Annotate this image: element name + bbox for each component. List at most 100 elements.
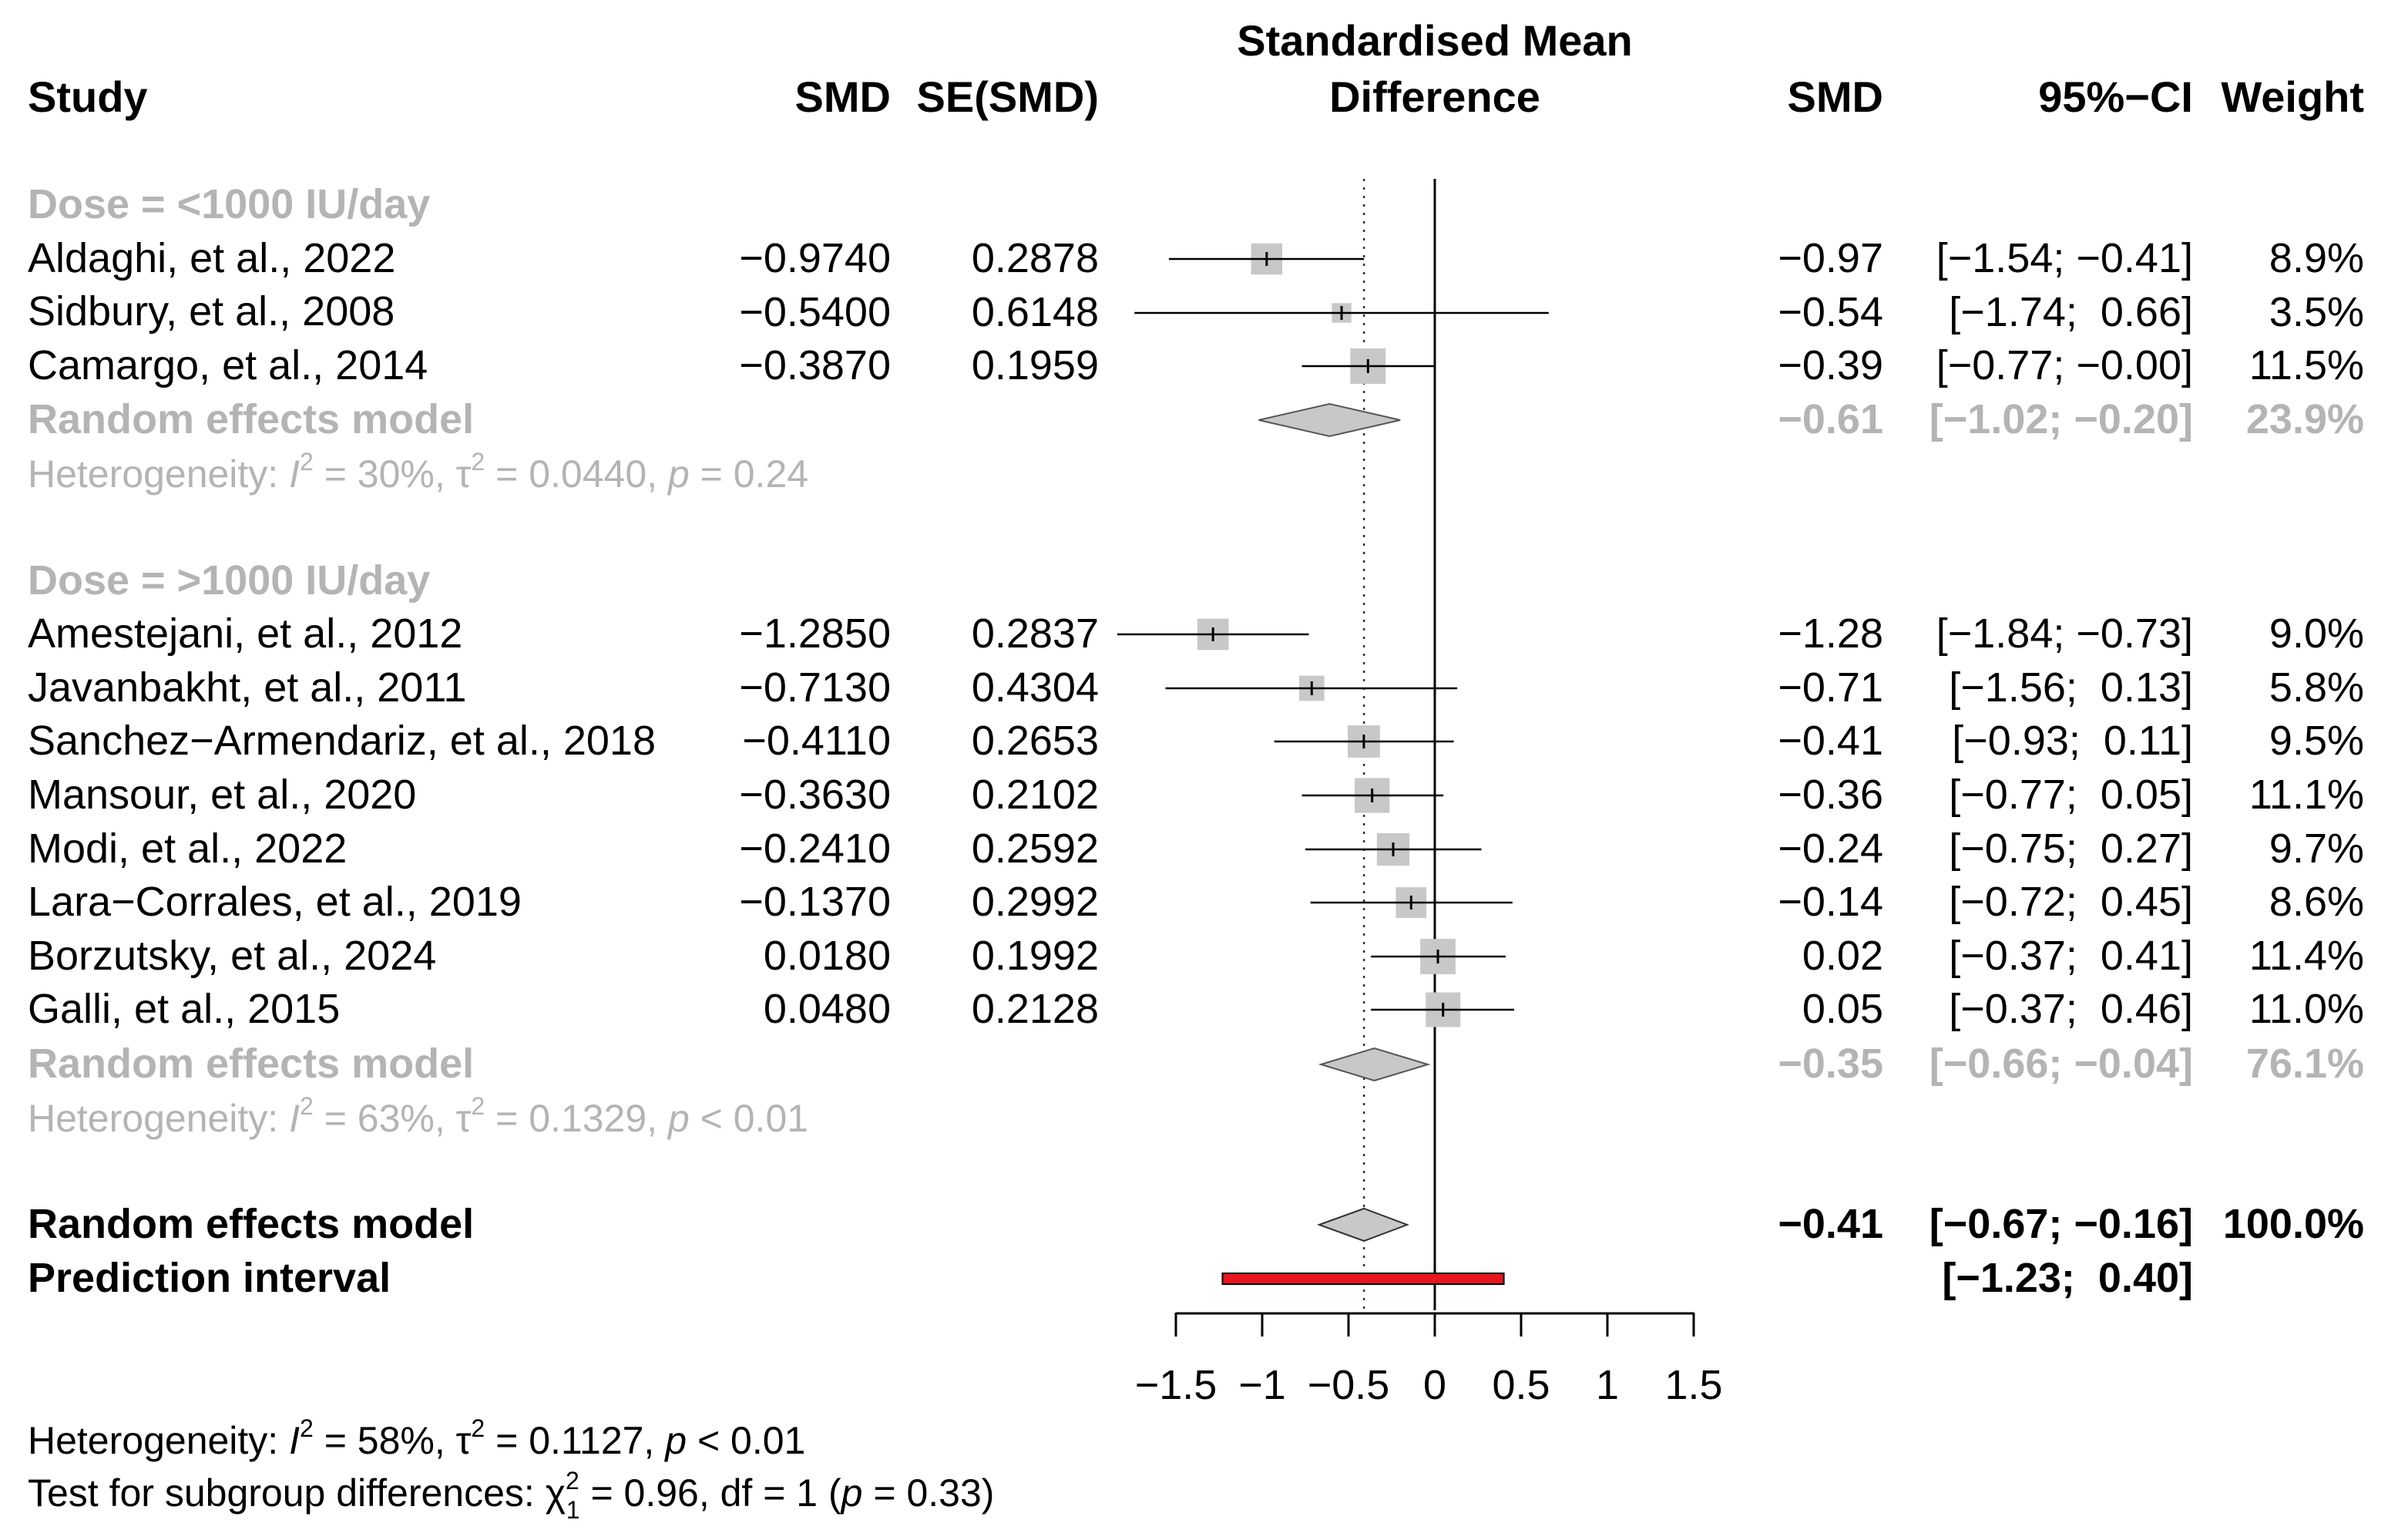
group-label-1: Dose = <1000 IU/day [28,181,430,227]
weight-value: 8.9% [2269,235,2364,281]
confidence-interval-text: [−1.74; 0.66] [1949,289,2193,335]
study-name: Sanchez−Armendariz, et al., 2018 [28,718,656,764]
het-prefix: Heterogeneity: [28,452,289,496]
smd-estimate: −0.24 [1778,825,1883,872]
confidence-interval-text: [−0.77; −0.00] [1936,342,2193,388]
tau-exponent: 2 [471,448,485,476]
se-value: 0.2992 [972,879,1099,925]
subgroup-model-ci: [−1.02; −0.20] [1929,396,2193,442]
overall-estimate: −0.41 [1778,1201,1883,1247]
het-prefix: Heterogeneity: [28,1419,289,1462]
i2-symbol: I [289,452,300,496]
confidence-interval-text: [−0.37; 0.41] [1949,933,2193,979]
group-1-model-label: Random effects model [28,396,474,442]
study-name: Camargo, et al., 2014 [28,342,428,388]
weight-value: 11.5% [2249,342,2364,388]
se-value: 0.2128 [972,986,1099,1032]
smd-estimate: −1.28 [1778,610,1883,657]
footer-heterogeneity: Heterogeneity: I2 = 58%, τ2 = 0.1127, p … [28,1414,805,1462]
study-name: Amestejani, et al., 2012 [28,610,462,657]
smd-estimate: −0.97 [1778,235,1883,281]
het-p: < 0.01 [697,1419,805,1462]
p-symbol: p [667,452,690,496]
se-value: 0.2102 [972,772,1099,818]
i2-exponent: 2 [300,448,314,476]
confidence-interval-text: [−0.75; 0.27] [1949,825,2193,872]
test-p: = 0.33) [873,1471,994,1515]
header-smd-right: SMD [1788,72,1883,121]
header-plot-title-2: Difference [1329,72,1540,121]
x-axis-tick-label: 0.5 [1492,1362,1550,1408]
het-prefix: Heterogeneity: [28,1097,289,1140]
smd-value: 0.0180 [764,933,891,979]
smd-estimate: −0.54 [1778,289,1883,335]
het-p: = 0.24 [700,452,808,496]
het-tau2: = 0.0440, [495,452,668,496]
tau-symbol: τ [456,1419,472,1462]
test-prefix: Test for subgroup differences: [28,1471,546,1515]
se-value: 0.1959 [972,342,1099,388]
smd-value: −0.4110 [742,718,891,764]
prediction-interval-ci: [−1.23; 0.40] [1942,1255,2193,1301]
subgroup-model-estimate: −0.35 [1778,1041,1883,1087]
smd-value: −0.9740 [739,235,891,281]
subgroup-model-weight: 76.1% [2246,1041,2364,1087]
weight-value: 3.5% [2269,289,2364,335]
study-name: Borzutsky, et al., 2024 [28,933,436,979]
group-label-2: Dose = >1000 IU/day [28,557,430,604]
header-weight: Weight [2221,72,2364,121]
chi-exponent: 2 [566,1467,579,1495]
overall-weight: 100.0% [2223,1201,2364,1247]
smd-estimate: −0.39 [1778,342,1883,388]
het-i2: = 30%, [324,452,456,496]
header-smd: SMD [795,72,891,121]
study-name: Javanbakht, et al., 2011 [28,664,466,711]
study-name: Mansour, et al., 2020 [28,772,416,818]
tau-symbol: τ [456,452,472,496]
smd-estimate: −0.71 [1778,664,1883,711]
se-value: 0.2837 [972,610,1099,657]
tau-symbol: τ [456,1097,472,1140]
x-axis-tick-label: 1.5 [1664,1362,1722,1408]
subgroup-model-estimate: −0.61 [1778,396,1883,442]
weight-value: 11.0% [2249,986,2364,1032]
weight-value: 9.7% [2269,825,2364,872]
numbers-layer: −0.9740 0.2878 −0.97 [−1.54; −0.41] 8.9% −0.5… [739,235,2364,1408]
weight-value: 11.4% [2249,933,2364,979]
prediction-interval-bar [1221,1273,1505,1285]
x-axis-tick-label: 1 [1596,1362,1619,1408]
confidence-interval-text: [−0.77; 0.05] [1949,772,2193,818]
subgroup-model-weight: 23.9% [2246,396,2364,442]
study-name: Aldaghi, et al., 2022 [28,235,395,281]
smd-estimate: −0.41 [1778,718,1883,764]
subgroup-pooled-diamond [1318,1047,1431,1082]
plot-layer [1117,179,1695,1337]
smd-value: −0.3870 [739,342,891,388]
smd-estimate: 0.02 [1802,933,1883,979]
x-axis-tick-label: −1.5 [1135,1362,1217,1408]
smd-estimate: −0.36 [1778,772,1883,818]
study-name: Lara−Corrales, et al., 2019 [28,879,522,925]
overall-ci: [−0.67; −0.16] [1929,1201,2193,1247]
i2-exponent: 2 [300,1092,314,1120]
x-axis-tick-label: 0 [1423,1362,1446,1408]
confidence-interval-text: [−1.56; 0.13] [1949,664,2193,711]
group-2-heterogeneity: Heterogeneity: I2 = 63%, τ2 = 0.1329, p … [28,1092,808,1140]
header-ci: 95%−CI [2038,72,2193,121]
smd-value: −0.3630 [739,772,891,818]
smd-value: −0.1370 [739,879,891,925]
study-name: Modi, et al., 2022 [28,825,347,872]
tau-exponent: 2 [471,1414,485,1442]
group-1-heterogeneity: Heterogeneity: I2 = 30%, τ2 = 0.0440, p … [28,448,808,496]
se-value: 0.4304 [972,664,1099,711]
weight-value: 11.1% [2249,772,2364,818]
weight-value: 8.6% [2269,879,2364,925]
smd-value: −0.2410 [739,825,891,872]
confidence-interval-text: [−0.72; 0.45] [1949,879,2193,925]
weight-value: 5.8% [2269,664,2364,711]
tau-exponent: 2 [471,1092,485,1120]
chi-symbol: χ [546,1471,566,1515]
se-value: 0.2653 [972,718,1099,764]
prediction-interval-label: Prediction interval [28,1255,391,1301]
se-value: 0.2878 [972,235,1099,281]
